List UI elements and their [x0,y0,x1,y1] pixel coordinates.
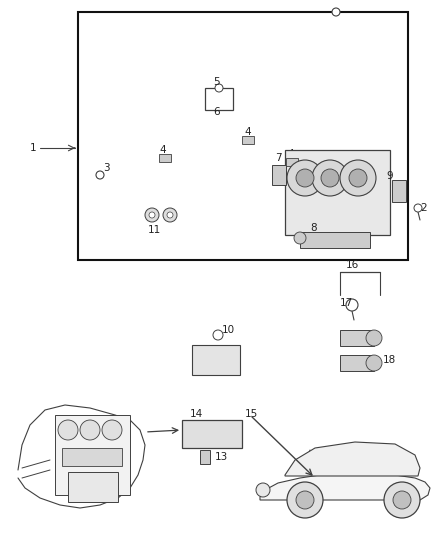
Bar [192,345,240,375]
Text: 10: 10 [222,325,235,335]
Text: 5: 5 [214,77,220,87]
Bar [200,450,210,464]
Text: 7: 7 [275,153,282,163]
Circle shape [167,212,173,218]
Polygon shape [285,442,420,476]
Circle shape [296,491,314,509]
Text: 6: 6 [214,107,220,117]
Circle shape [215,84,223,92]
Circle shape [321,169,339,187]
Circle shape [145,208,159,222]
Text: 1: 1 [30,143,37,153]
Circle shape [340,160,376,196]
Circle shape [332,8,340,16]
Text: 9: 9 [387,171,393,181]
Circle shape [366,330,382,346]
Circle shape [393,491,411,509]
Text: 17: 17 [340,298,353,308]
Bar [182,420,242,448]
Text: 15: 15 [245,409,258,419]
Circle shape [80,420,100,440]
Circle shape [102,420,122,440]
Text: 11: 11 [148,225,161,235]
Text: 14: 14 [189,409,203,419]
Text: 4: 4 [245,127,251,137]
Circle shape [287,160,323,196]
Text: 2: 2 [420,203,427,213]
Bar [62,448,122,466]
Circle shape [256,483,270,497]
Circle shape [366,355,382,371]
Bar [340,355,374,371]
Circle shape [163,208,177,222]
Circle shape [294,232,306,244]
Bar [78,12,408,260]
Circle shape [384,482,420,518]
Text: 8: 8 [310,223,317,233]
Circle shape [312,160,348,196]
Circle shape [96,171,104,179]
Circle shape [414,204,422,212]
Text: 13: 13 [215,452,228,462]
Polygon shape [260,474,430,500]
Text: 16: 16 [346,260,359,270]
Bar [272,165,286,185]
Circle shape [287,482,323,518]
Circle shape [58,420,78,440]
Text: 4: 4 [288,149,294,159]
Bar [300,232,370,248]
Text: 18: 18 [383,355,396,365]
Circle shape [296,169,314,187]
Bar [68,472,118,502]
Bar [205,88,233,110]
Circle shape [213,330,223,340]
Circle shape [349,169,367,187]
Bar [340,330,374,346]
Bar [285,150,390,235]
Circle shape [149,212,155,218]
Bar [55,415,130,495]
Bar [286,158,298,166]
Circle shape [346,299,358,311]
Bar [392,180,406,202]
Bar [242,136,254,144]
Text: 4: 4 [160,145,166,155]
Text: 3: 3 [103,163,110,173]
Bar [159,154,171,162]
